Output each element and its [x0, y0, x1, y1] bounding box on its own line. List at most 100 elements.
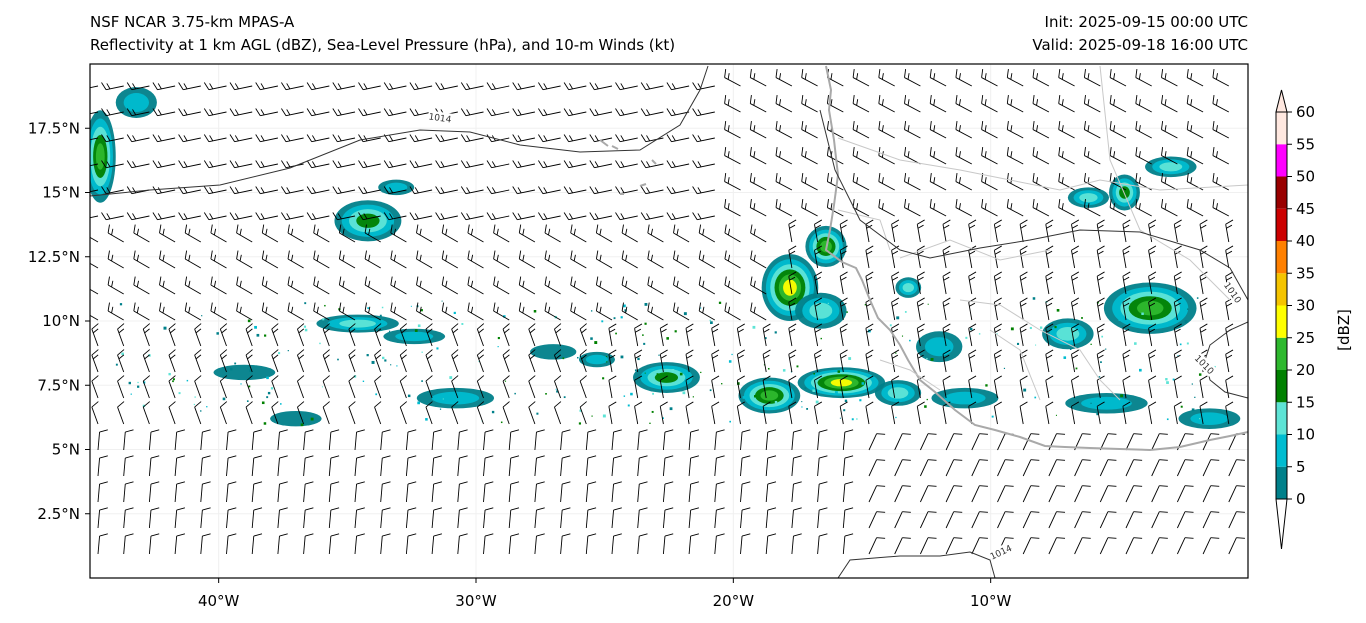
barb-staff	[91, 406, 99, 425]
wind-barb	[842, 481, 854, 503]
barb-staff	[1199, 302, 1204, 321]
barb-staff	[993, 380, 998, 399]
barb-flag	[563, 186, 570, 194]
wind-barb	[904, 173, 921, 191]
barb-staff	[637, 458, 640, 477]
echo-speck	[366, 354, 369, 357]
barb-flag	[1184, 485, 1194, 487]
wind-barb	[724, 224, 741, 243]
barb-flag	[445, 228, 448, 236]
barb-flag	[1123, 276, 1130, 281]
barb-flag	[322, 375, 330, 382]
barb-flag	[1164, 125, 1167, 132]
barb-staff	[594, 85, 613, 91]
barb-staff	[865, 276, 870, 295]
barb-flag	[416, 224, 419, 234]
barb-staff	[476, 354, 484, 373]
barb-flag	[202, 507, 211, 511]
barb-staff	[1074, 459, 1083, 477]
barb-flag	[440, 213, 445, 220]
wind-barb	[1058, 69, 1075, 87]
wind-barb	[457, 481, 468, 503]
wind-barb	[904, 95, 921, 113]
barb-flag	[1123, 250, 1130, 255]
barb-staff	[1048, 433, 1057, 451]
barb-flag	[305, 533, 314, 537]
barb-flag	[1199, 219, 1208, 225]
wind-barb	[97, 507, 108, 529]
barb-flag	[579, 375, 587, 382]
barb-staff	[1148, 276, 1153, 295]
wind-barb	[640, 108, 664, 117]
barb-flag	[865, 323, 874, 329]
barb-staff	[123, 432, 126, 451]
wind-barb	[148, 533, 160, 555]
barb-flag	[1083, 147, 1086, 156]
barb-flag	[142, 375, 151, 382]
barb-flag	[724, 250, 727, 260]
wind-barb	[560, 507, 571, 529]
barb-flag	[451, 349, 459, 356]
barb-flag	[1148, 375, 1157, 381]
isobar-1014-north	[90, 65, 709, 197]
barb-flag	[510, 429, 520, 433]
wind-barb	[123, 455, 134, 477]
barb-staff	[90, 189, 99, 195]
barb-flag	[1056, 433, 1066, 435]
barb-flag	[902, 433, 911, 435]
barb-flag	[942, 375, 951, 381]
wind-barb	[839, 349, 848, 373]
barb-flag	[486, 108, 492, 116]
barb-flag	[615, 108, 621, 116]
barb-staff	[1212, 103, 1230, 113]
wind-barb	[229, 160, 253, 169]
barb-flag	[202, 455, 211, 459]
barb-flag	[239, 306, 242, 314]
barb-flag	[1212, 69, 1215, 78]
wind-barb	[1019, 271, 1028, 295]
barb-staff	[148, 432, 152, 451]
barb-flag	[393, 306, 396, 314]
barb-flag	[753, 306, 756, 314]
barb-staff	[634, 354, 639, 373]
barb-flag	[518, 224, 522, 234]
barb-flag	[162, 254, 165, 262]
barb-staff	[673, 258, 690, 269]
barb-flag	[407, 481, 417, 485]
echo-speck	[683, 312, 687, 316]
barb-flag	[1190, 99, 1193, 106]
barb-staff	[90, 215, 99, 221]
barb-flag	[753, 73, 756, 80]
barb-staff	[1007, 207, 1024, 217]
barb-staff	[916, 406, 921, 425]
barb-flag	[1056, 459, 1066, 461]
barb-flag	[801, 173, 804, 182]
isobar-1014-south	[837, 551, 996, 578]
echo-speck	[679, 372, 683, 376]
barb-staff	[1225, 302, 1230, 321]
wind-barb	[1225, 401, 1234, 425]
barb-flag	[741, 481, 751, 485]
barb-flag	[466, 83, 471, 90]
barb-flag	[183, 213, 188, 220]
wind-barb	[538, 134, 561, 143]
barb-flag	[852, 121, 855, 130]
wind-barb	[817, 455, 828, 477]
barb-staff	[1032, 207, 1050, 217]
barb-staff	[1122, 406, 1127, 425]
barb-flag	[608, 323, 617, 329]
barb-staff	[260, 163, 278, 169]
barb-flag	[676, 254, 679, 262]
barb-staff	[348, 380, 356, 399]
wind-barb	[579, 323, 587, 347]
barb-flag	[671, 213, 676, 220]
barb-flag	[338, 224, 342, 234]
barb-staff	[791, 510, 794, 529]
barb-flag	[107, 276, 110, 286]
cape-verde-islands	[599, 139, 657, 195]
wind-barb	[358, 186, 381, 195]
wind-barb	[814, 245, 823, 269]
wind-barb	[399, 323, 408, 347]
barb-staff	[1161, 77, 1178, 87]
wind-barb	[1148, 245, 1157, 269]
